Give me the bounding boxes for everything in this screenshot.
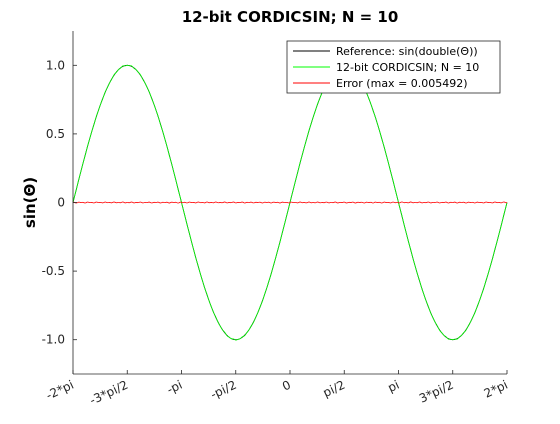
legend: Reference: sin(double(Θ)) 12-bit CORDICSI… xyxy=(286,40,501,94)
legend-label: 12-bit CORDICSIN; N = 10 xyxy=(336,61,479,74)
x-tick-label: -pi xyxy=(165,378,185,397)
x-tick-label: -2*pi xyxy=(44,378,76,403)
legend-items: Reference: sin(double(Θ)) 12-bit CORDICSI… xyxy=(293,45,479,90)
series-layer xyxy=(72,64,508,341)
y-axis-label: sin(Θ) xyxy=(21,177,39,228)
x-tick-label: 0 xyxy=(280,378,293,394)
x-tick-label: pi xyxy=(386,378,402,395)
x-tick-label: 2*pi xyxy=(482,378,510,401)
legend-label: Error (max = 0.005492) xyxy=(336,77,468,90)
y-tick-label: 0 xyxy=(57,196,65,210)
y-tick-label: -1.0 xyxy=(42,333,65,347)
y-tick-label: 0.5 xyxy=(46,127,65,141)
error-series-line xyxy=(72,201,508,204)
x-tick-label: pi/2 xyxy=(321,378,347,400)
x-tick-label: -pi/2 xyxy=(208,378,238,402)
x-tick-label: -3*pi/2 xyxy=(88,378,131,408)
y-tick-label: -0.5 xyxy=(42,264,65,278)
legend-label: Reference: sin(double(Θ)) xyxy=(336,45,478,58)
y-tick-label: 1.0 xyxy=(46,58,65,72)
chart-title: 12-bit CORDICSIN; N = 10 xyxy=(182,8,399,26)
x-tick-label: 3*pi/2 xyxy=(417,378,456,406)
